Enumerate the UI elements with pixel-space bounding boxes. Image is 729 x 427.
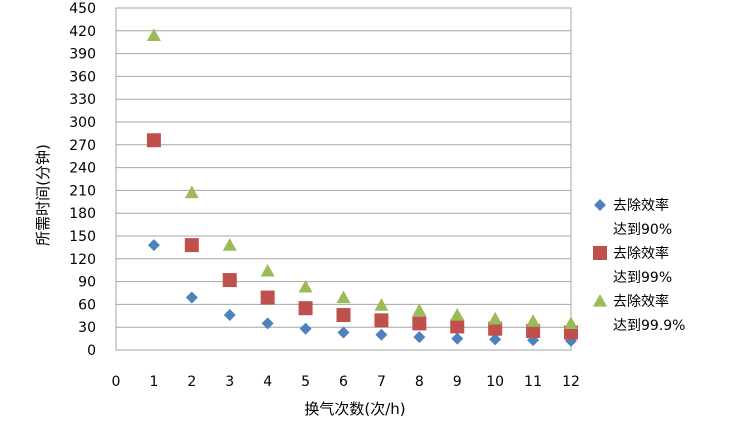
data-point-diamond: [413, 331, 426, 344]
y-tick-label: 60: [78, 297, 96, 313]
data-point-square: [298, 301, 313, 316]
data-point-triangle: [146, 28, 161, 41]
data-point-diamond: [375, 328, 388, 341]
legend-label: 去除效率: [613, 293, 669, 310]
legend-label: 达到99%: [613, 270, 672, 286]
data-point-triangle: [564, 316, 578, 329]
data-point-triangle: [260, 263, 275, 277]
y-tick-label: 300: [69, 115, 96, 131]
x-tick-label: 3: [225, 374, 234, 390]
legend-label: 达到99.9%: [613, 318, 685, 334]
y-tick-label: 420: [69, 24, 96, 40]
data-point-square: [222, 273, 237, 288]
y-tick-label: 0: [87, 343, 96, 359]
y-tick-label: 180: [69, 206, 96, 222]
data-point-square: [450, 319, 465, 334]
data-point-diamond: [337, 326, 350, 339]
y-axis-title: 所需时间(分钟): [34, 144, 52, 246]
data-point-triangle: [526, 314, 541, 327]
data-point-triangle: [298, 279, 313, 293]
y-tick-label: 360: [69, 69, 96, 85]
data-point-triangle: [184, 185, 199, 199]
data-point-diamond: [185, 291, 198, 304]
data-point-diamond: [147, 239, 160, 252]
x-tick-label: 11: [524, 374, 542, 390]
data-point-square: [412, 316, 427, 331]
x-tick-label: 5: [301, 374, 310, 390]
data-point-triangle: [374, 298, 389, 311]
y-tick-labels: 0 30 60 90 120 150 180 210 240 270 300 330 360 390 420…: [69, 1, 96, 359]
data-point-diamond: [451, 332, 464, 345]
data-point-diamond: [261, 317, 274, 330]
x-axis-title: 换气次数(次/h): [304, 400, 405, 418]
data-point-triangle: [488, 311, 503, 325]
data-point-square: [564, 325, 578, 340]
data-point-square: [260, 290, 275, 305]
data-point-diamond: [223, 309, 236, 322]
x-tick-label: 0: [112, 374, 121, 390]
x-tick-label: 2: [187, 374, 196, 390]
data-points: [146, 28, 578, 347]
y-tick-label: 330: [69, 92, 96, 108]
x-tick-label: 1: [149, 374, 158, 390]
legend-marker-triangle: [593, 294, 607, 307]
data-point-triangle: [412, 303, 427, 317]
x-tick-label: 9: [453, 374, 462, 390]
x-tick-label: 8: [415, 374, 424, 390]
data-point-square: [488, 321, 503, 336]
gridlines: [115, 7, 572, 351]
y-tick-label: 270: [69, 138, 96, 154]
data-point-diamond: [299, 322, 312, 335]
y-tick-label: 120: [69, 252, 96, 268]
y-tick-label: 30: [78, 320, 96, 336]
legend-marker-diamond: [594, 199, 606, 211]
x-tick-label: 6: [339, 374, 348, 390]
y-tick-label: 450: [69, 1, 96, 17]
x-tick-labels: 0 1 2 3 4 5 6 7 8 9 10 11 12: [112, 374, 580, 390]
data-point-square: [146, 133, 161, 148]
plot-area-border: [115, 7, 572, 351]
data-point-triangle: [450, 308, 465, 321]
data-point-square: [526, 324, 541, 338]
y-tick-label: 150: [69, 229, 96, 245]
x-tick-label: 4: [263, 374, 272, 390]
y-tick-label: 90: [78, 275, 96, 291]
y-tick-label: 390: [69, 47, 96, 63]
x-tick-label: 10: [486, 374, 504, 390]
data-point-square: [184, 238, 199, 253]
data-point-square: [374, 313, 389, 328]
legend-label: 去除效率: [613, 245, 669, 262]
data-point-square: [336, 308, 351, 323]
data-point-triangle: [336, 290, 351, 304]
legend-label: 去除效率: [613, 197, 669, 214]
x-tick-label: 12: [562, 374, 580, 390]
legend-marker-square: [593, 246, 607, 260]
y-tick-label: 240: [69, 161, 96, 177]
data-point-diamond: [489, 333, 502, 346]
x-tick-label: 7: [377, 374, 386, 390]
y-tick-label: 210: [69, 183, 96, 199]
data-point-triangle: [222, 238, 237, 251]
legend-label: 达到90%: [613, 222, 672, 238]
